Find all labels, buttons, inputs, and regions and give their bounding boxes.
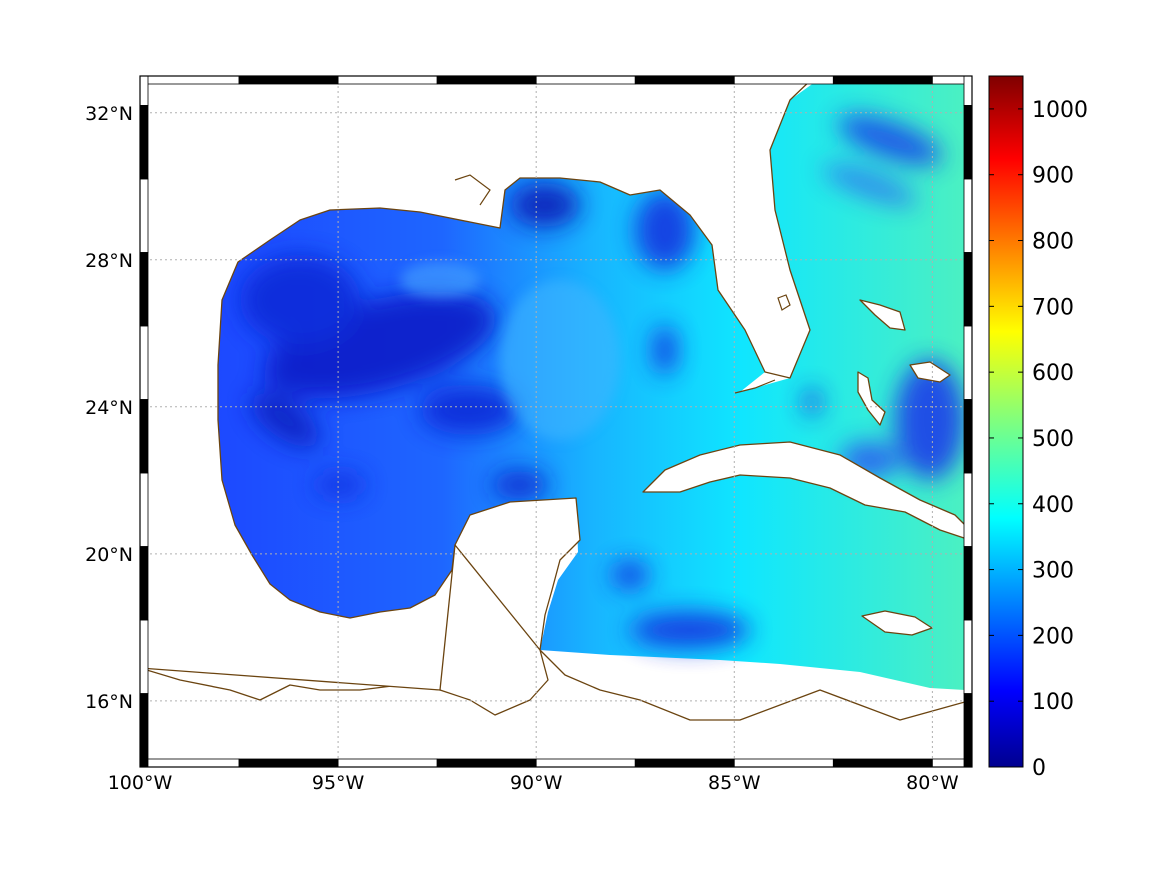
- colorbar-tick-label-1: 100: [1032, 690, 1074, 715]
- mobile-bay-coast: [454, 174, 491, 206]
- colorbar-gradient: [988, 75, 1024, 768]
- frame-bottom-segment: [238, 758, 339, 768]
- frame-top-segment: [733, 75, 834, 85]
- frame-right-segment: [963, 472, 973, 547]
- colorbar-tick-label-2: 200: [1032, 624, 1074, 649]
- frame-bottom-segment: [139, 758, 240, 768]
- colorbar-tick-label-8: 800: [1032, 230, 1074, 255]
- frame-left-segment: [139, 105, 149, 180]
- colorbar-tick-label-7: 700: [1032, 295, 1074, 320]
- grid: [140, 76, 972, 767]
- sea-field: [218, 82, 965, 690]
- bahamas-andros: [857, 371, 886, 426]
- frame-right-segment: [963, 693, 973, 768]
- map-frame: [139, 75, 973, 768]
- y-tick-label-3: 28°N: [85, 250, 133, 272]
- texas-us-land: [140, 76, 816, 691]
- colorbar-tick-label-3: 300: [1032, 559, 1074, 584]
- x-tick-label-3: 85°W: [708, 772, 761, 794]
- florida-keys: [734, 379, 776, 394]
- x-tick-label-4: 80°W: [906, 772, 959, 794]
- colorbar-tick-label-6: 600: [1032, 361, 1074, 386]
- frame-top-segment: [337, 75, 438, 85]
- frame-bottom-segment: [832, 758, 933, 768]
- y-tick-label-0: 16°N: [85, 691, 133, 713]
- colorbar-ticks: 0 100 200 300 400 500 600 700 800 900 1000: [989, 98, 1088, 781]
- frame-left-segment: [139, 399, 149, 474]
- frame-left-segment: [139, 325, 149, 400]
- colorbar-tick-label-0: 0: [1032, 756, 1046, 781]
- y-tick-label-4: 32°N: [85, 103, 133, 125]
- frame-bottom-segment: [535, 758, 636, 768]
- x-tick-label-0: 100°W: [108, 772, 173, 794]
- frame-left-segment: [139, 75, 149, 106]
- lake-okeechobee: [777, 294, 791, 311]
- colorbar-tick-label-4: 400: [1032, 493, 1074, 518]
- colorbar-tick-label-10: 1000: [1032, 98, 1088, 123]
- frame-top-segment: [238, 75, 339, 85]
- frame-left-segment: [139, 472, 149, 547]
- y-tick-label-1: 20°N: [85, 544, 133, 566]
- frame-right-segment: [963, 252, 973, 327]
- frame-top-segment: [535, 75, 636, 85]
- frame-bottom-segment: [337, 758, 438, 768]
- frame-left-segment: [139, 252, 149, 327]
- land-masses: [140, 299, 972, 767]
- frame-bottom-segment: [634, 758, 735, 768]
- frame-bottom-segment: [733, 758, 834, 768]
- colorbar: 0 100 200 300 400 500 600 700 800 900 1000: [988, 75, 1088, 781]
- x-tick-label-1: 95°W: [312, 772, 365, 794]
- x-tick-label-2: 90°W: [510, 772, 563, 794]
- frame-top-segment: [436, 75, 537, 85]
- north-land: [140, 76, 816, 691]
- frame-left-segment: [139, 178, 149, 253]
- frame-right-segment: [963, 546, 973, 621]
- frame-top-segment: [832, 75, 933, 85]
- frame-right-segment: [963, 399, 973, 474]
- jamaica-land: [861, 610, 933, 636]
- frame-top-segment: [139, 75, 240, 85]
- frame-top-segment: [634, 75, 735, 85]
- frame-bottom-segment: [436, 758, 537, 768]
- frame-right-segment: [963, 178, 973, 253]
- frame-right-segment: [963, 75, 973, 106]
- frame-right-segment: [963, 619, 973, 694]
- colorbar-tick-label-9: 900: [1032, 164, 1074, 189]
- bahamas-eleuthera: [909, 361, 951, 383]
- frame-left-segment: [139, 619, 149, 694]
- frame-right-segment: [963, 105, 973, 180]
- frame-right-segment: [963, 325, 973, 400]
- x-tick-labels: 100°W 95°W 90°W 85°W 80°W: [108, 772, 959, 794]
- y-tick-label-2: 24°N: [85, 397, 133, 419]
- frame-left-segment: [139, 546, 149, 621]
- y-tick-labels: 16°N 20°N 24°N 28°N 32°N: [85, 103, 133, 713]
- frame-outline: [139, 75, 973, 768]
- frame-left-segment: [139, 693, 149, 768]
- bahamas-abaco: [859, 299, 906, 331]
- yucatan-land: [140, 497, 972, 767]
- colorbar-tick-label-5: 500: [1032, 427, 1074, 452]
